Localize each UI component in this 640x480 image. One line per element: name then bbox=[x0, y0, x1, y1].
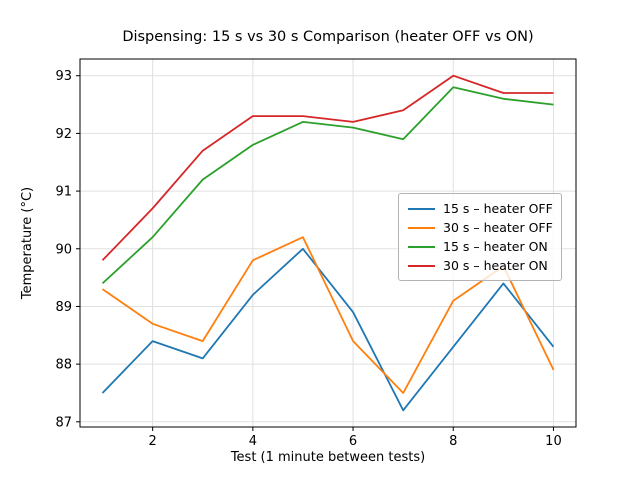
legend-item-2: 15 s – heater ON bbox=[408, 239, 555, 254]
legend-item-0: 15 s – heater OFF bbox=[408, 201, 555, 216]
x-tick-label: 4 bbox=[249, 434, 257, 449]
x-tick-label: 6 bbox=[349, 434, 357, 449]
y-tick-label: 89 bbox=[55, 300, 72, 315]
series-line-2 bbox=[101, 86, 554, 285]
series-line-1 bbox=[101, 236, 555, 394]
legend-item-3: 30 s – heater ON bbox=[408, 258, 555, 273]
y-tick-label: 90 bbox=[55, 242, 72, 257]
y-tick-label: 91 bbox=[55, 185, 72, 200]
legend-label: 30 s – heater ON bbox=[443, 258, 548, 273]
chart-title: Dispensing: 15 s vs 30 s Comparison (hea… bbox=[122, 29, 534, 45]
legend-item-1: 30 s – heater OFF bbox=[408, 220, 555, 235]
legend-label: 15 s – heater OFF bbox=[443, 201, 553, 216]
y-tick-label: 92 bbox=[55, 127, 72, 142]
axes-spines bbox=[79, 58, 577, 428]
y-tick-label: 88 bbox=[55, 358, 72, 373]
x-tick-label: 10 bbox=[545, 434, 562, 449]
x-tick-label: 2 bbox=[149, 434, 157, 449]
y-tick-label: 93 bbox=[55, 69, 72, 84]
legend-line-swatch bbox=[408, 264, 435, 267]
x-tick-label: 8 bbox=[449, 434, 457, 449]
legend-label: 15 s – heater ON bbox=[443, 239, 548, 254]
legend: 15 s – heater OFF 30 s – heater OFF 15 s –… bbox=[398, 193, 562, 281]
x-axis-label: Test (1 minute between tests) bbox=[230, 450, 426, 465]
y-axis-label: Temperature (°C) bbox=[20, 186, 35, 300]
legend-line-swatch bbox=[408, 207, 435, 210]
legend-line-swatch bbox=[408, 245, 435, 248]
y-tick-label: 87 bbox=[55, 415, 72, 430]
legend-line-swatch bbox=[408, 226, 435, 229]
series-line-0 bbox=[101, 247, 555, 412]
series-line-3 bbox=[101, 74, 554, 261]
legend-label: 30 s – heater OFF bbox=[443, 220, 553, 235]
